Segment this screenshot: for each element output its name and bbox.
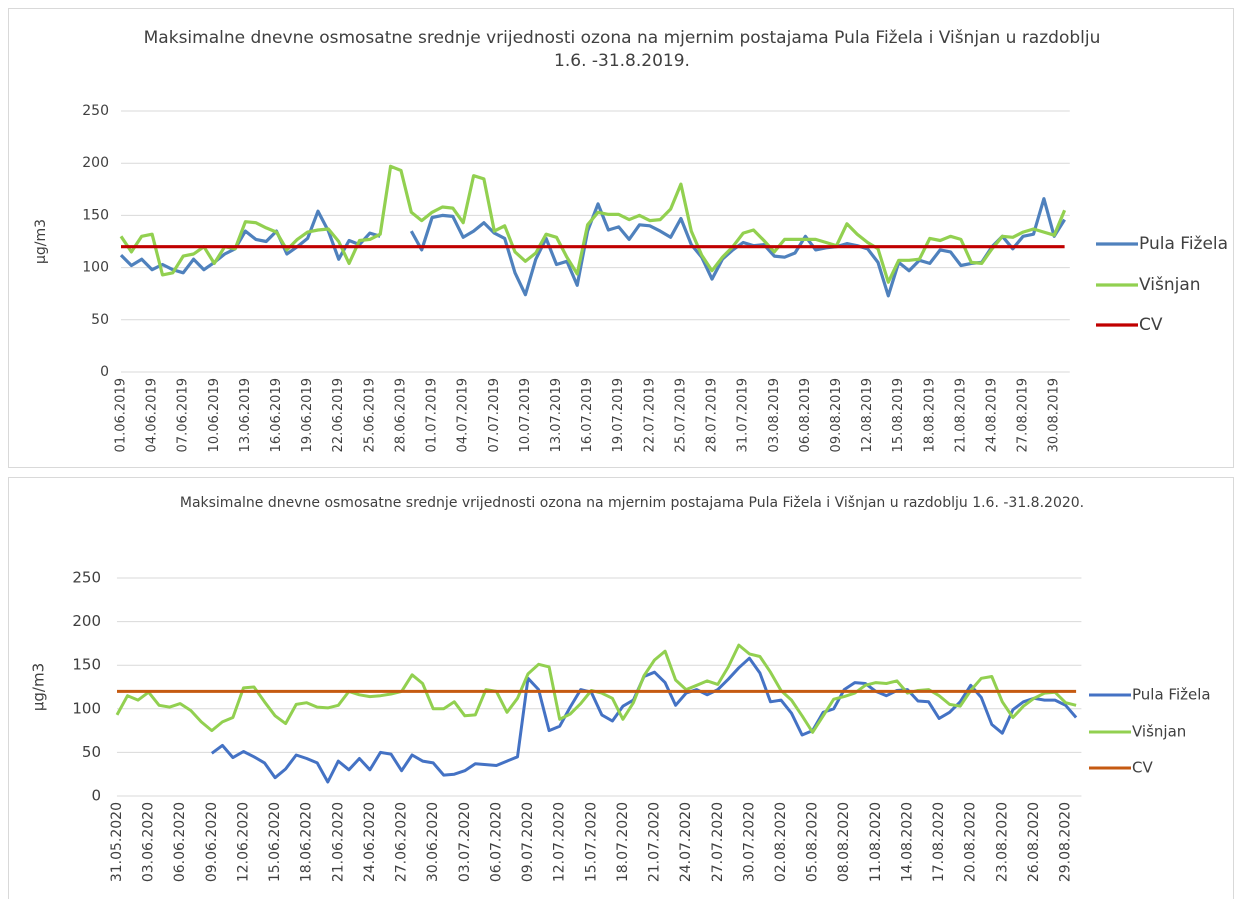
legend-label: Višnjan — [1139, 275, 1201, 295]
series-line — [119, 164, 1067, 284]
x-tick-label: 06.06.2020 — [172, 802, 188, 882]
chart-panel: Maksimalne dnevne osmosatne srednje vrij… — [8, 8, 1234, 468]
x-tick-label: 18.06.2020 — [299, 802, 315, 882]
x-tick-label: 06.08.2019 — [798, 378, 813, 452]
x-tick-label: 10.06.2019 — [207, 378, 222, 452]
y-tick-label: 200 — [72, 612, 101, 630]
x-tick-label: 24.08.2019 — [985, 378, 1000, 452]
x-tick-label: 21.08.2019 — [953, 378, 968, 452]
x-tick-label: 24.06.2020 — [362, 802, 378, 882]
x-tick-label: 26.08.2020 — [1026, 802, 1042, 882]
y-tick-label: 100 — [82, 260, 109, 276]
x-tick-label: 09.08.2019 — [829, 378, 844, 452]
y-tick-label: 50 — [82, 743, 101, 761]
x-tick-label: 08.08.2020 — [836, 802, 852, 882]
chart-title: Maksimalne dnevne osmosatne srednje vrij… — [179, 495, 1085, 511]
x-tick-label: 19.06.2019 — [300, 378, 315, 452]
x-tick-label: 01.07.2019 — [425, 378, 440, 452]
x-tick-label: 07.07.2019 — [487, 378, 502, 452]
x-tick-label: 23.08.2020 — [994, 802, 1010, 882]
legend-label: Pula Fižela — [1132, 686, 1211, 704]
x-tick-label: 18.07.2020 — [615, 802, 631, 882]
x-tick-label: 22.07.2019 — [642, 378, 657, 452]
legend-label: Višnjan — [1132, 723, 1186, 741]
x-tick-label: 17.08.2020 — [931, 802, 947, 882]
x-tick-label: 31.07.2019 — [736, 378, 751, 452]
x-tick-label: 09.07.2020 — [520, 802, 536, 882]
x-tick-label: 27.07.2020 — [710, 802, 726, 882]
x-tick-label: 11.08.2020 — [868, 802, 884, 882]
x-tick-label: 31.05.2020 — [109, 802, 125, 882]
x-tick-label: 12.06.2020 — [235, 802, 251, 882]
x-tick-label: 25.06.2019 — [362, 378, 377, 452]
y-tick-label: 250 — [72, 569, 101, 587]
x-tick-label: 15.07.2020 — [583, 802, 599, 882]
x-tick-label: 14.08.2020 — [899, 802, 915, 882]
y-tick-label: 50 — [91, 312, 109, 328]
x-tick-label: 13.06.2019 — [238, 378, 253, 452]
legend-label: Pula Fižela — [1139, 234, 1228, 254]
chart-panel: Maksimalne dnevne osmosatne srednje vrij… — [8, 477, 1234, 899]
x-tick-label: 16.06.2019 — [269, 378, 284, 452]
x-tick-label: 25.07.2019 — [673, 378, 688, 452]
x-tick-label: 02.08.2020 — [773, 802, 789, 882]
x-tick-label: 21.06.2020 — [330, 802, 346, 882]
x-tick-label: 09.06.2020 — [204, 802, 220, 882]
chart: 0 50 100 150 200 250 31.05.2020 03.06.2020 06.06… — [30, 569, 1211, 883]
x-tick-label: 30.06.2020 — [425, 802, 441, 882]
x-tick-label: 06.07.2020 — [488, 802, 504, 882]
legend-label: CV — [1132, 759, 1153, 777]
x-tick-label: 15.06.2020 — [267, 802, 283, 882]
y-tick-label: 0 — [100, 364, 109, 380]
x-tick-label: 16.07.2019 — [580, 378, 595, 452]
x-tick-label: 27.06.2020 — [394, 802, 410, 882]
x-tick-label: 28.07.2019 — [705, 378, 720, 452]
x-tick-label: 22.06.2019 — [331, 378, 346, 452]
y-tick-label: 250 — [82, 103, 109, 119]
x-tick-label: 27.08.2019 — [1016, 378, 1031, 452]
y-tick-label: 150 — [72, 656, 101, 674]
x-tick-label: 04.07.2019 — [456, 378, 471, 452]
y-tick-label: 0 — [91, 787, 101, 805]
y-tick-label: 100 — [72, 699, 101, 717]
x-tick-label: 29.08.2020 — [1058, 802, 1074, 882]
x-tick-label: 13.07.2019 — [549, 378, 564, 452]
y-tick-label: 200 — [82, 155, 109, 171]
x-tick-label: 30.07.2020 — [741, 802, 757, 882]
x-tick-label: 28.06.2019 — [393, 378, 408, 452]
x-tick-label: 03.08.2019 — [767, 378, 782, 452]
legend-label: CV — [1139, 315, 1163, 335]
x-tick-label: 19.07.2019 — [611, 378, 626, 452]
x-tick-label: 10.07.2019 — [518, 378, 533, 452]
x-tick-label: 03.07.2020 — [457, 802, 473, 882]
chart: 0 50 100 150 200 250 01.06.2019 04.06.2019 07.06… — [33, 103, 1228, 452]
y-tick-label: 150 — [82, 207, 109, 223]
x-tick-label: 12.07.2020 — [552, 802, 568, 882]
x-tick-label: 07.06.2019 — [176, 378, 191, 452]
x-tick-label: 24.07.2020 — [678, 802, 694, 882]
x-tick-label: 21.07.2020 — [647, 802, 663, 882]
chart-title: Maksimalne dnevne osmosatne srednje vrij… — [143, 28, 1101, 71]
x-tick-label: 12.08.2019 — [860, 378, 875, 452]
x-tick-label: 05.08.2020 — [805, 802, 821, 882]
series-line — [115, 643, 1077, 734]
x-tick-label: 03.06.2020 — [141, 802, 157, 882]
x-tick-label: 01.06.2019 — [113, 378, 128, 452]
x-tick-label: 04.06.2019 — [145, 378, 160, 452]
x-tick-label: 30.08.2019 — [1047, 378, 1062, 452]
y-axis-title: µg/m3 — [30, 663, 48, 711]
x-tick-label: 18.08.2019 — [922, 378, 937, 452]
x-tick-label: 20.08.2020 — [963, 802, 979, 882]
y-axis-title: µg/m3 — [33, 219, 49, 264]
x-tick-label: 15.08.2019 — [891, 378, 906, 452]
